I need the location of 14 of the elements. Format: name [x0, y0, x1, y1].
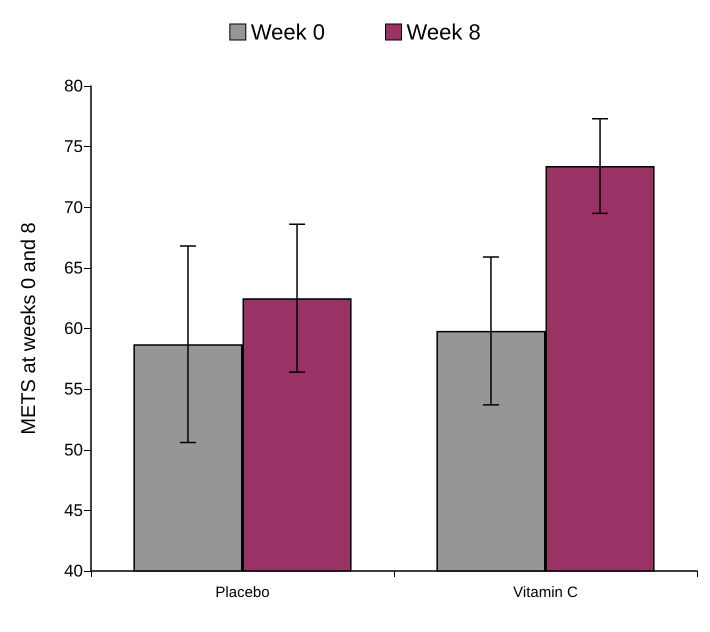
- y-tick-label: 50: [64, 440, 83, 460]
- y-tick-label: 55: [64, 380, 83, 399]
- y-tick-label: 70: [64, 198, 83, 217]
- y-tick-label: 80: [64, 76, 83, 96]
- y-tick-label: 65: [64, 258, 83, 278]
- y-tick-label: 40: [64, 562, 83, 580]
- y-tick-label: 60: [64, 319, 83, 338]
- y-axis-title: METS at weeks 0 and 8: [18, 222, 40, 435]
- y-tick-label: 75: [64, 137, 83, 156]
- x-tick-label: Placebo: [215, 584, 270, 601]
- x-tick-label: Vitamin C: [513, 584, 578, 601]
- y-tick-label: 45: [64, 500, 83, 520]
- legend-label: Week 0: [250, 20, 325, 44]
- legend-label: Week 8: [406, 20, 481, 44]
